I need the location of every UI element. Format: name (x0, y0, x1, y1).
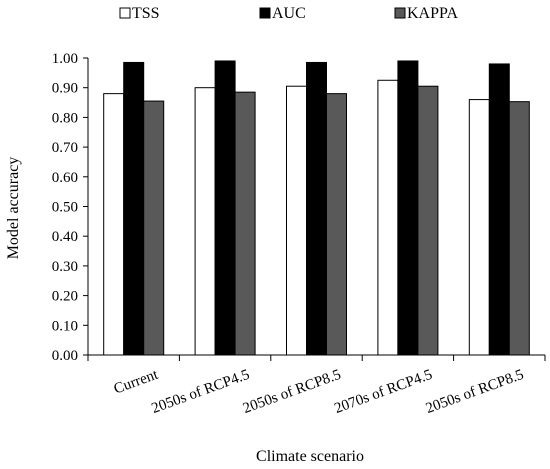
bar-tss-4 (468, 99, 490, 356)
bar-auc-2 (306, 61, 327, 356)
bar-auc-0 (123, 61, 145, 356)
bar-kappa-3 (417, 85, 439, 356)
legend-label-kappa: KAPPA (407, 5, 458, 22)
y-tick-label: 0.80 (52, 110, 78, 126)
bar-kappa-0 (143, 100, 165, 356)
bar-tss-1 (194, 87, 216, 356)
bar-kappa-2 (326, 93, 347, 356)
y-tick-label: 0.20 (52, 289, 78, 305)
x-tick-label: 2050s of RCP4.5 (150, 367, 252, 417)
y-tick-label: 0.50 (52, 200, 78, 216)
y-tick-label: 0.60 (52, 170, 78, 186)
bar-kappa-4 (508, 101, 530, 356)
x-tick-label: Current (112, 366, 161, 397)
legend-swatch-tss (119, 7, 131, 19)
x-tick-label: 2050s of RCP8.5 (241, 367, 343, 417)
y-ticks: 0.00 0.10 0.20 0.30 0.40 0.50 0.60 0.70 0.80 0.90… (52, 51, 88, 364)
bar-auc-1 (214, 60, 236, 356)
legend-swatch-kappa (394, 7, 406, 19)
y-tick-label: 1.00 (52, 51, 78, 67)
bars (103, 60, 530, 356)
y-tick-label: 0.70 (52, 140, 78, 156)
x-tick-label: 2050s of RCP8.5 (424, 367, 526, 417)
x-tick-label: 2070s of RCP4.5 (332, 367, 434, 417)
y-tick-label: 0.00 (52, 348, 78, 364)
y-axis-title: Model accuracy (5, 157, 22, 260)
legend-label-tss: TSS (132, 5, 160, 22)
bar-tss-0 (103, 93, 125, 356)
y-tick-label: 0.30 (52, 259, 78, 275)
legend: TSS AUC KAPPA (119, 5, 458, 22)
bar-auc-3 (397, 60, 419, 356)
y-tick-label: 0.10 (52, 318, 78, 334)
legend-label-auc: AUC (272, 5, 306, 22)
bar-tss-3 (377, 79, 399, 356)
bar-tss-2 (286, 85, 307, 356)
legend-swatch-auc (259, 7, 271, 19)
bar-kappa-1 (234, 91, 256, 356)
bar-auc-4 (488, 63, 510, 356)
x-axis-title: Climate scenario (256, 448, 364, 465)
y-tick-label: 0.40 (52, 229, 78, 245)
y-tick-label: 0.90 (52, 81, 78, 97)
